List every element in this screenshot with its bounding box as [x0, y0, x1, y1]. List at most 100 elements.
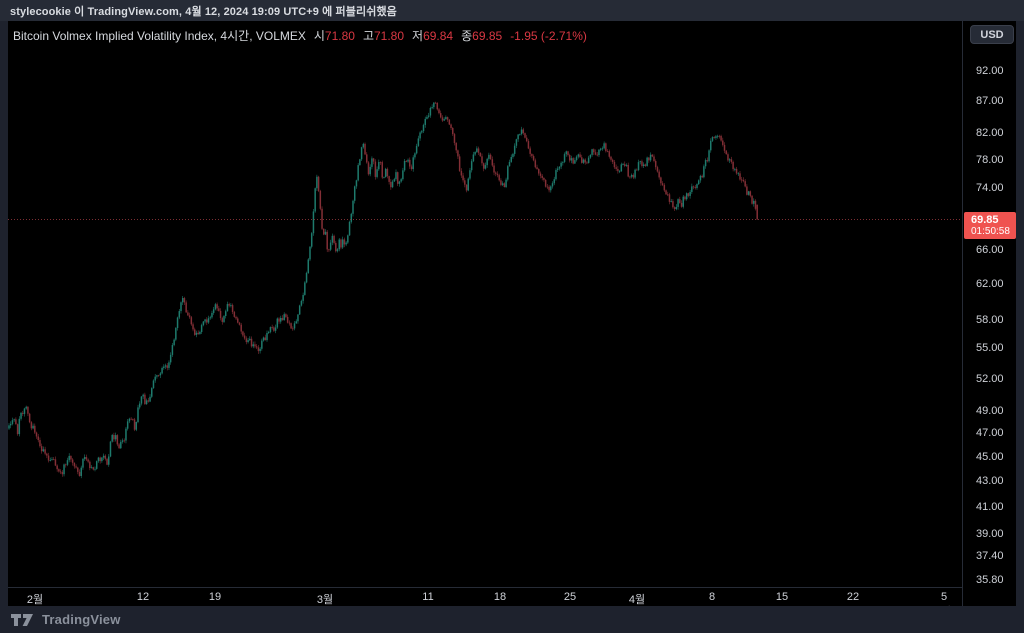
- candle: [675, 204, 678, 211]
- candle: [207, 315, 210, 324]
- candle: [94, 466, 96, 472]
- candle: [218, 305, 220, 312]
- tradingview-logo-icon[interactable]: [11, 613, 34, 626]
- ohlc-label: 종: [461, 29, 473, 43]
- candle: [216, 302, 218, 311]
- candle: [49, 457, 52, 462]
- price-tick-label: 87.00: [976, 95, 1004, 108]
- candle: [202, 320, 205, 327]
- candle: [489, 153, 492, 160]
- time-tick-label: 3월: [316, 594, 334, 606]
- ohlc-value: 69.84: [423, 29, 454, 43]
- symbol-title[interactable]: Bitcoin Volmex Implied Volatility Index,…: [13, 29, 306, 43]
- candle: [632, 173, 635, 180]
- price-scale[interactable]: USD 69.85 01:50:58 92.00 87.00 82.00 78.00 7…: [962, 21, 1016, 606]
- tradingview-brand-link[interactable]: TradingView: [42, 612, 121, 627]
- candle: [740, 176, 743, 183]
- candle: [727, 152, 729, 162]
- candle: [335, 240, 337, 253]
- candle: [187, 310, 189, 316]
- candle: [575, 155, 578, 162]
- candle: [601, 146, 604, 151]
- candle: [305, 271, 308, 284]
- candle: [309, 246, 311, 262]
- price-tick-label: 49.00: [976, 404, 1004, 417]
- chart-pane[interactable]: Bitcoin Volmex Implied Volatility Index,…: [8, 21, 1016, 618]
- candle: [271, 324, 273, 330]
- candle: [355, 179, 358, 189]
- candle: [321, 206, 323, 231]
- currency-button[interactable]: USD: [970, 25, 1014, 44]
- ohlc-value: 69.85: [472, 29, 503, 43]
- candle: [47, 452, 50, 463]
- time-scale[interactable]: 2월12193월1118254월815225월: [8, 588, 962, 618]
- candle: [190, 315, 193, 326]
- candle: [646, 156, 648, 167]
- candle: [226, 301, 229, 312]
- candle: [240, 322, 242, 335]
- price-tick-label: 62.00: [976, 277, 1004, 290]
- candle: [181, 295, 184, 306]
- candle: [326, 230, 328, 253]
- candle: [44, 446, 46, 456]
- candle: [599, 147, 602, 152]
- candle: [429, 106, 432, 118]
- candle: [381, 160, 383, 180]
- candle: [513, 143, 516, 157]
- candle: [495, 171, 497, 177]
- candle: [384, 167, 387, 178]
- candle: [157, 374, 160, 377]
- candle: [667, 191, 669, 197]
- price-tick-label: 82.00: [976, 127, 1004, 140]
- candle: [118, 443, 120, 449]
- candle: [747, 190, 750, 196]
- candle: [89, 460, 91, 471]
- price-tick-label: 66.00: [976, 244, 1004, 257]
- candle: [739, 170, 741, 181]
- candles-layer[interactable]: [8, 21, 962, 587]
- candle: [728, 158, 731, 164]
- candle: [587, 155, 590, 164]
- candle: [431, 104, 433, 110]
- candle: [323, 228, 325, 236]
- candle: [82, 457, 84, 470]
- candle: [188, 312, 191, 319]
- candle: [293, 321, 296, 331]
- candle: [348, 220, 351, 236]
- candle: [183, 296, 186, 306]
- candle: [610, 155, 612, 162]
- candle: [488, 152, 490, 161]
- candle: [479, 152, 482, 157]
- candle: [261, 338, 263, 351]
- candle: [283, 312, 285, 321]
- candle: [28, 412, 31, 424]
- candle: [273, 326, 275, 333]
- candle: [16, 423, 19, 436]
- candle: [543, 177, 545, 182]
- candle: [200, 323, 203, 334]
- candle: [144, 392, 146, 405]
- candle: [267, 330, 270, 334]
- candle: [252, 341, 254, 349]
- candle: [278, 317, 280, 324]
- candle: [550, 185, 552, 193]
- candle: [156, 374, 158, 379]
- candle: [482, 162, 485, 172]
- candle: [333, 234, 335, 245]
- candle: [498, 173, 500, 182]
- candle: [159, 372, 162, 379]
- candle: [421, 129, 423, 134]
- candle: [214, 302, 217, 311]
- candle: [51, 456, 53, 461]
- candle: [393, 177, 396, 183]
- time-tick-label: 15: [775, 591, 789, 603]
- candle: [405, 160, 408, 163]
- candle: [701, 174, 703, 179]
- candle: [95, 460, 98, 470]
- candle: [572, 157, 574, 165]
- candle: [713, 136, 715, 139]
- candle: [300, 299, 303, 307]
- candle: [178, 309, 181, 320]
- candle: [154, 374, 156, 383]
